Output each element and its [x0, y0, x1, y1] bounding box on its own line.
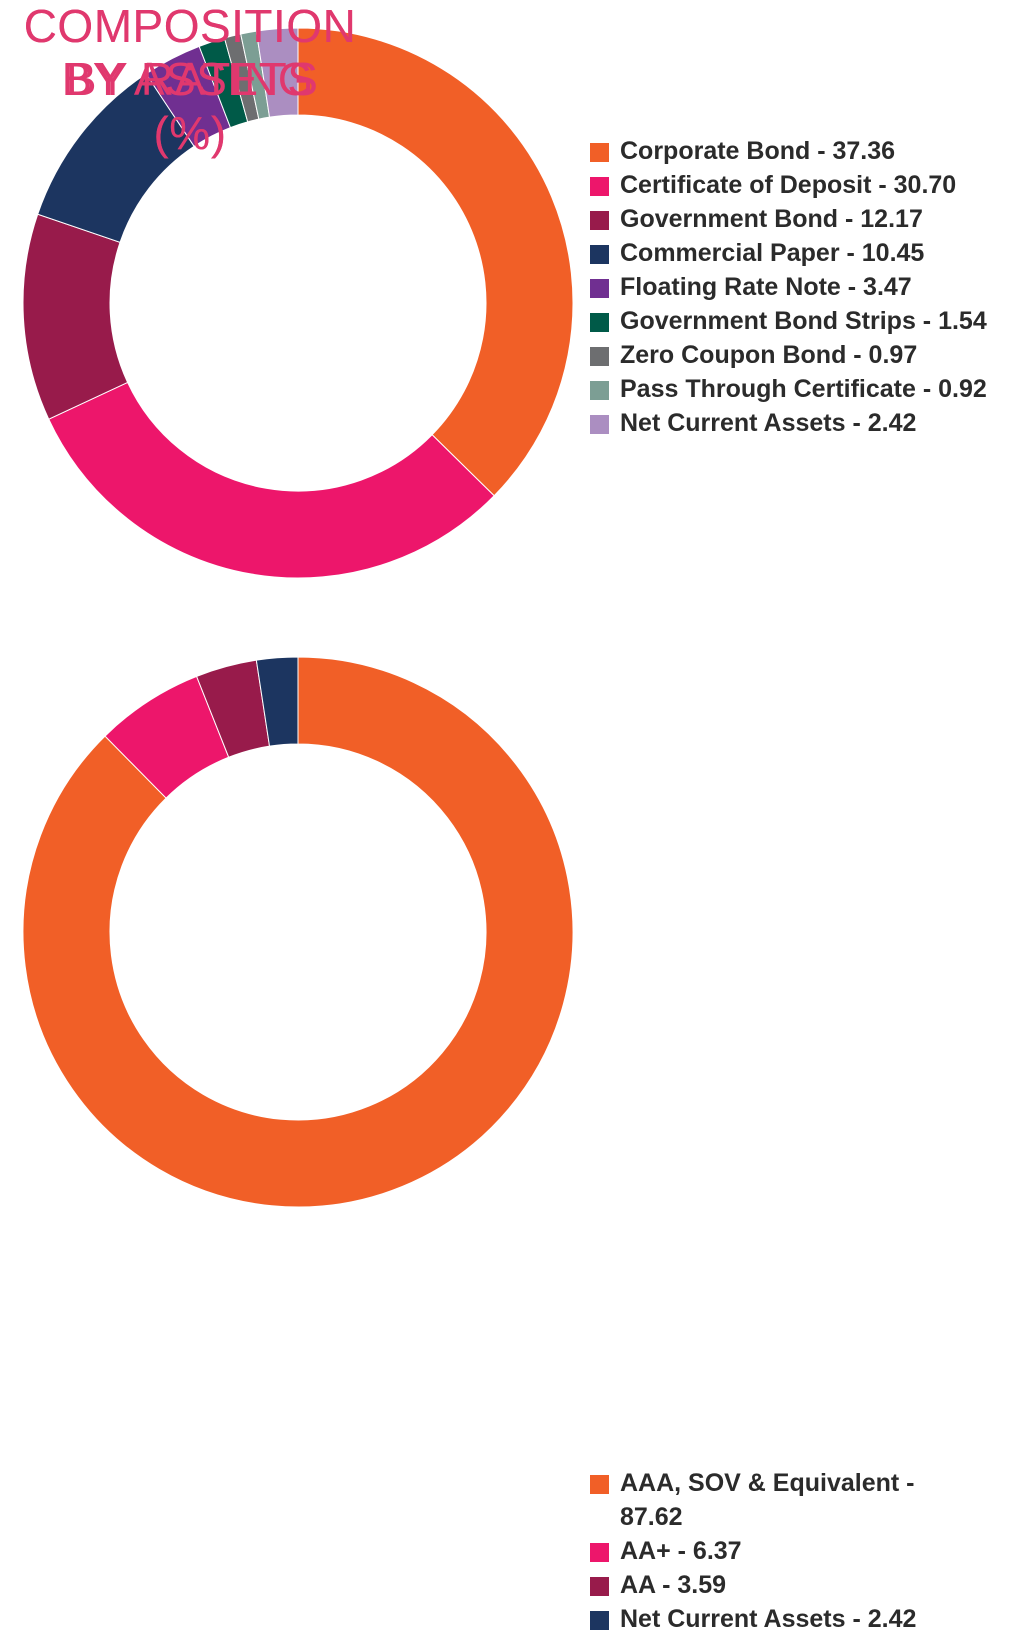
- assets-legend-swatch: [590, 177, 609, 196]
- assets-legend-swatch: [590, 211, 609, 230]
- assets-legend-swatch: [590, 415, 609, 434]
- assets-legend: Corporate Bond - 37.36 Certificate of Dep…: [590, 134, 1030, 440]
- rating-title-line-1: COMPOSITION: [23, 0, 357, 52]
- assets-legend-item-certificate-of-deposit: Certificate of Deposit - 30.70: [590, 168, 1030, 202]
- assets-legend-swatch: [590, 313, 609, 332]
- assets-slice-certificate-of-deposit: [48, 381, 495, 579]
- assets-legend-label: Certificate of Deposit - 30.70: [620, 171, 957, 199]
- rating-donut-chart: [22, 656, 574, 1208]
- rating-title-line-3: (%): [153, 106, 227, 159]
- assets-legend-swatch: [590, 143, 609, 162]
- assets-slice-corporate-bond: [297, 27, 574, 497]
- assets-legend-swatch: [590, 245, 609, 264]
- assets-slice-net-current-assets: [255, 27, 299, 118]
- rating-legend-swatch: [590, 1543, 609, 1562]
- rating-legend-label: Net Current Assets - 2.42: [620, 1605, 917, 1633]
- assets-legend-label: Corporate Bond - 37.36: [620, 137, 896, 165]
- assets-legend-label: Commercial Paper - 10.45: [620, 239, 925, 267]
- rating-legend-swatch: [590, 1577, 609, 1596]
- assets-legend-label: Zero Coupon Bond - 0.97: [620, 341, 918, 369]
- assets-legend-label: Pass Through Certificate - 0.92: [620, 375, 987, 403]
- assets-donut-chart: [22, 27, 574, 579]
- assets-legend-swatch: [590, 381, 609, 400]
- rating-legend-item-net-current-assets: Net Current Assets - 2.42: [590, 1602, 960, 1636]
- rating-legend-label: AA+ - 6.37: [620, 1537, 742, 1565]
- composition-by-assets-panel: Corporate Bond - 37.36 Certificate of Dep…: [0, 0, 1033, 600]
- assets-legend-item-government-bond-strips: Government Bond Strips - 1.54: [590, 304, 1030, 338]
- rating-slice-net-current-assets: [255, 656, 299, 747]
- rating-legend-label: AA - 3.59: [620, 1571, 727, 1599]
- assets-legend-item-net-current-assets: Net Current Assets - 2.42: [590, 406, 1030, 440]
- assets-title-line-1: COMPOSITION: [23, 0, 357, 52]
- assets-legend-item-commercial-paper: Commercial Paper - 10.45: [590, 236, 1030, 270]
- assets-legend-item-zero-coupon-bond: Zero Coupon Bond - 0.97: [590, 338, 1030, 372]
- assets-legend-swatch: [590, 347, 609, 366]
- rating-legend: AAA, SOV & Equivalent - 87.62 AA+ - 6.37 A…: [590, 1466, 1030, 1636]
- rating-legend-swatch: [590, 1611, 609, 1630]
- assets-slice-government-bond: [22, 213, 129, 420]
- assets-legend-item-floating-rate-note: Floating Rate Note - 3.47: [590, 270, 1030, 304]
- rating-slice-aaa-sov-equivalent: [22, 656, 574, 1208]
- assets-title-line-3: (%): [153, 106, 227, 159]
- assets-title-line-2: BY ASSETS: [61, 53, 319, 106]
- rating-chart-title: COMPOSITION BY RATING (%): [0, 0, 380, 160]
- rating-title-line-2: BY RATING: [65, 53, 315, 106]
- assets-legend-item-corporate-bond: Corporate Bond - 37.36: [590, 134, 1030, 168]
- assets-legend-item-government-bond: Government Bond - 12.17: [590, 202, 1030, 236]
- rating-legend-item-aa: AA - 3.59: [590, 1568, 960, 1602]
- rating-legend-swatch: [590, 1475, 609, 1494]
- assets-legend-label: Government Bond Strips - 1.54: [620, 307, 987, 335]
- composition-by-rating-panel: AAA, SOV & Equivalent - 87.62 AA+ - 6.37 A…: [0, 630, 1033, 1633]
- assets-legend-swatch: [590, 279, 609, 298]
- rating-legend-item-aa: AA+ - 6.37: [590, 1534, 960, 1568]
- assets-chart-title: COMPOSITION BY ASSETS (%): [0, 0, 380, 160]
- assets-legend-label: Net Current Assets - 2.42: [620, 409, 917, 437]
- assets-legend-label: Government Bond - 12.17: [620, 205, 923, 233]
- rating-legend-label: AAA, SOV & Equivalent - 87.62: [620, 1469, 915, 1531]
- assets-legend-label: Floating Rate Note - 3.47: [620, 273, 912, 301]
- assets-legend-item-pass-through-certificate: Pass Through Certificate - 0.92: [590, 372, 1030, 406]
- rating-legend-item-aaa-sov-equivalent: AAA, SOV & Equivalent - 87.62: [590, 1466, 960, 1534]
